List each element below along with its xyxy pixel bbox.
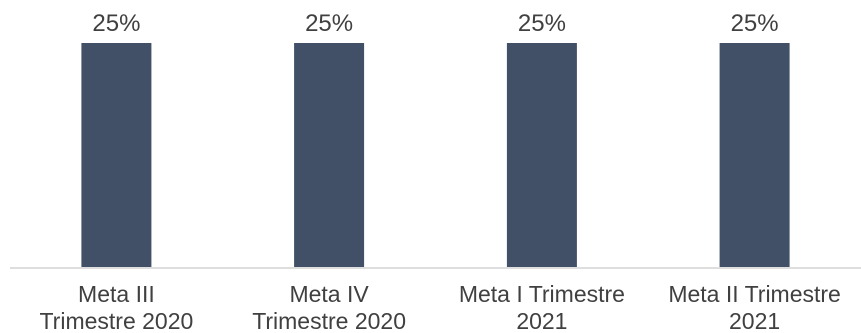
category-label-2: Meta IV Trimestre 2020 (252, 281, 406, 333)
bar-4 (719, 43, 790, 267)
category-label-4-line-2: 2021 (729, 308, 780, 333)
category-label-4-line-1: Meta II Trimestre (668, 281, 841, 307)
bars-group (81, 43, 790, 267)
category-label-2-line-2: Trimestre 2020 (252, 308, 406, 333)
category-label-1: Meta III Trimestre 2020 (39, 281, 193, 333)
category-label-2-line-1: Meta IV (289, 281, 369, 307)
bar-2 (294, 43, 365, 267)
category-label-3-line-1: Meta I Trimestre (459, 281, 625, 307)
bar-3 (506, 43, 577, 267)
category-label-3: Meta I Trimestre 2021 (459, 281, 625, 333)
data-label-2: 25% (305, 10, 353, 37)
category-label-4: Meta II Trimestre 2021 (668, 281, 841, 333)
data-label-1: 25% (92, 10, 140, 37)
bar-1 (81, 43, 152, 267)
category-label-1-line-1: Meta III (78, 281, 155, 307)
category-label-1-line-2: Trimestre 2020 (39, 308, 193, 333)
data-labels-group: 25% 25% 25% 25% (92, 10, 778, 37)
data-label-4: 25% (731, 10, 779, 37)
data-label-3: 25% (518, 10, 566, 37)
category-label-3-line-2: 2021 (516, 308, 567, 333)
